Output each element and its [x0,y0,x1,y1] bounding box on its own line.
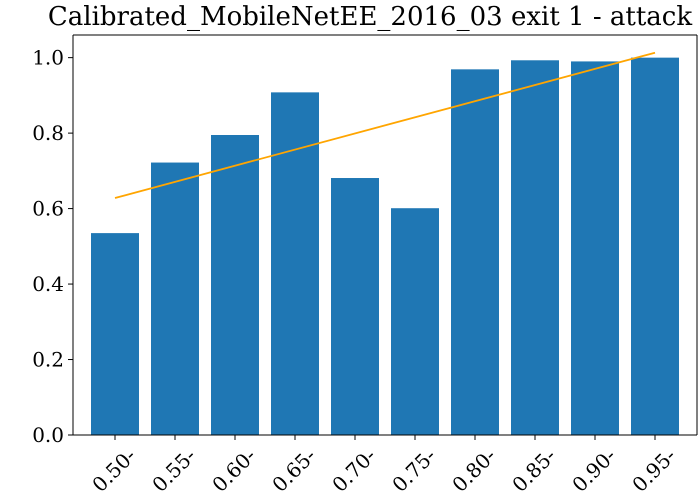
bar-0.65- [271,92,319,435]
bars-group [91,57,679,436]
trend-line-group [114,51,656,199]
trend-line [114,51,656,199]
x-tick-label: 0.80- [447,444,500,497]
y-tick-label: 0.0 [32,423,64,447]
bar-0.85- [511,60,559,435]
x-tick-label: 0.50- [87,444,140,497]
x-tick-label: 0.85- [507,444,560,497]
y-tick-label: 1.0 [32,46,64,70]
x-tick-label: 0.70- [327,444,380,497]
x-tick-label: 0.60- [207,444,260,497]
y-tick-label: 0.2 [32,348,64,372]
bar-0.60- [211,135,259,435]
bar-0.70- [331,178,379,436]
y-axis-ticks: 0.0 0.2 0.4 0.6 0.8 1.0 [32,46,73,447]
x-tick-label: 0.90- [567,444,620,497]
axes-group [72,34,698,436]
y-tick-label: 0.8 [32,121,64,145]
x-tick-label: 0.75- [387,444,440,497]
x-tick-label: 0.55- [147,444,200,497]
bar-0.55- [151,162,199,435]
bar-0.95- [631,57,679,435]
y-tick-label: 0.4 [32,272,64,296]
x-tick-label: 0.65- [267,444,320,497]
bar-0.90- [571,61,619,435]
y-tick-label: 0.6 [32,197,64,221]
x-axis-ticks: 0.50- 0.55- 0.60- 0.65- 0.70- 0.75- 0.80- 0.85-… [87,435,681,497]
x-tick-label: 0.95- [627,444,680,497]
bar-0.50- [91,233,139,435]
bar-0.80- [451,69,499,435]
chart-title: Calibrated_MobileNetEE_2016_03 exit 1 - … [48,2,692,32]
bar-0.75- [391,208,439,435]
